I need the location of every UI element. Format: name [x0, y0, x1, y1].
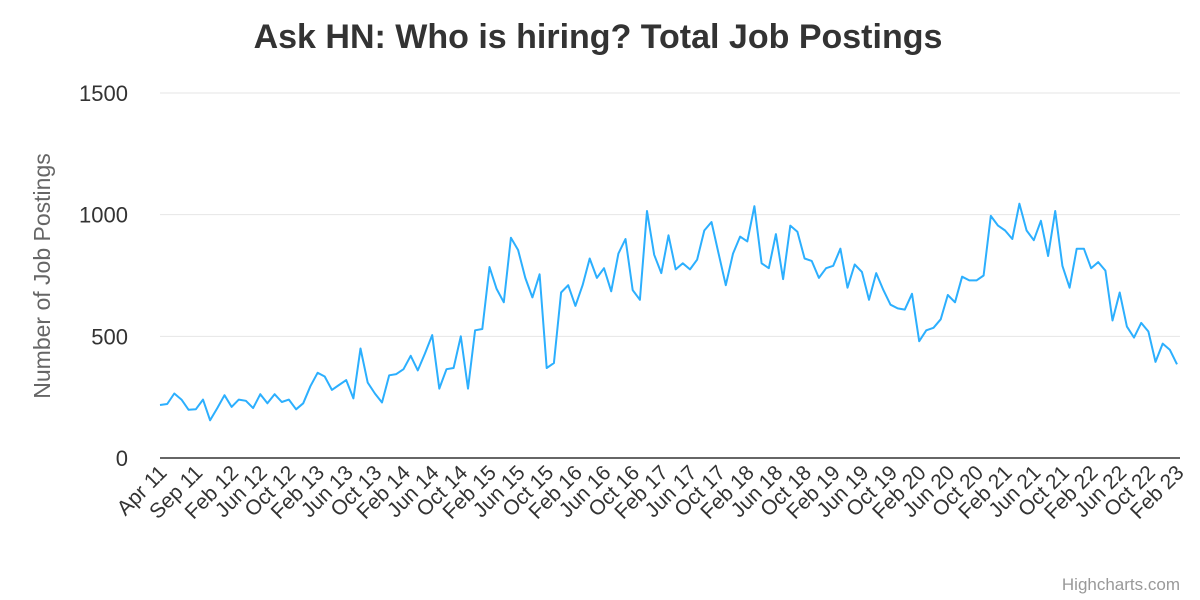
- credit: Highcharts.com: [1062, 575, 1180, 594]
- y-axis-title: Number of Job Postings: [29, 153, 55, 398]
- chart-title: Ask HN: Who is hiring? Total Job Posting…: [254, 18, 943, 56]
- y-tick-label: 0: [116, 446, 128, 471]
- data-line: [159, 202, 1178, 422]
- y-tick-label: 500: [91, 324, 128, 349]
- y-tick-label: 1500: [79, 81, 128, 106]
- y-tick-label: 1000: [79, 203, 128, 228]
